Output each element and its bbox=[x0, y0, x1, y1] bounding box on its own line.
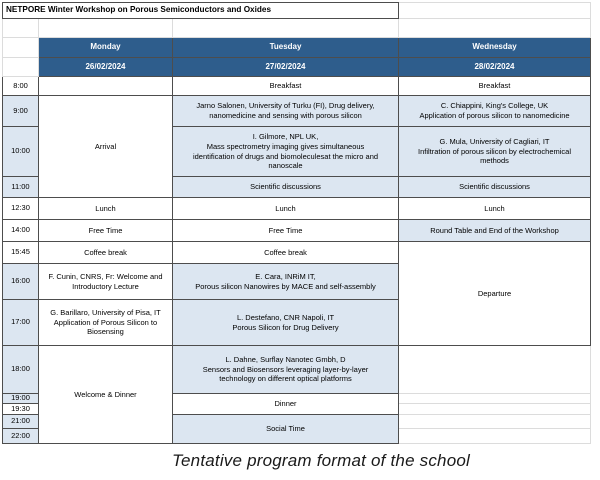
cell-wed-lunch: Lunch bbox=[398, 197, 591, 220]
empty-cell bbox=[2, 37, 39, 58]
cell-wed-discussions: Scientific discussions bbox=[398, 176, 591, 198]
time-label-1800: 18:00 bbox=[2, 345, 39, 394]
time-label-1400: 14:00 bbox=[2, 219, 39, 242]
empty-cell bbox=[398, 403, 591, 415]
cell-tue-talk-0900: Jarno Salonen, University of Turku (FI),… bbox=[172, 95, 399, 127]
time-label-1930: 19:30 bbox=[2, 403, 39, 415]
cell-mon-coffee-break: Coffee break bbox=[38, 241, 173, 264]
cell-wed-departure: Departure bbox=[398, 241, 591, 346]
time-label-1100: 11:00 bbox=[2, 176, 39, 198]
cell-tue-lunch: Lunch bbox=[172, 197, 399, 220]
empty-cell bbox=[398, 414, 591, 429]
time-label-2200: 22:00 bbox=[2, 428, 39, 444]
empty-cell bbox=[398, 18, 591, 38]
time-label-1000: 10:00 bbox=[2, 126, 39, 177]
cell-mon-welcome-dinner: Welcome & Dinner bbox=[38, 345, 173, 444]
cell-tue-talk-1700: L. Destefano, CNR Napoli, IT Porous Sili… bbox=[172, 299, 399, 346]
cell-tue-talk-1800: L. Dahne, Surflay Nanotec Gmbh, D Sensor… bbox=[172, 345, 399, 394]
empty-cell bbox=[398, 2, 591, 19]
cell-tue-breakfast: Breakfast bbox=[172, 76, 399, 96]
time-label-2100: 21:00 bbox=[2, 414, 39, 429]
cell-tue-discussions: Scientific discussions bbox=[172, 176, 399, 198]
workshop-schedule-table: NETPORE Winter Workshop on Porous Semico… bbox=[2, 2, 591, 444]
empty-cell bbox=[398, 393, 591, 404]
cell-wed-talk-0900: C. Chiappini, King's College, UK Applica… bbox=[398, 95, 591, 127]
day-header-wednesday: Wednesday bbox=[398, 37, 591, 58]
date-monday: 26/02/2024 bbox=[38, 57, 173, 77]
cell-tue-free-time: Free Time bbox=[172, 219, 399, 242]
cell-tue-coffee-break: Coffee break bbox=[172, 241, 399, 264]
cell-tue-talk-1600: E. Cara, INRiM IT, Porous silicon Nanowi… bbox=[172, 263, 399, 300]
time-label-1600: 16:00 bbox=[2, 263, 39, 300]
empty-cell bbox=[398, 345, 591, 394]
cell-tue-dinner: Dinner bbox=[172, 393, 399, 415]
day-header-monday: Monday bbox=[38, 37, 173, 58]
time-label-0900: 9:00 bbox=[2, 95, 39, 127]
cell-mon-free-time: Free Time bbox=[38, 219, 173, 242]
workshop-title: NETPORE Winter Workshop on Porous Semico… bbox=[2, 2, 399, 19]
time-label-0800: 8:00 bbox=[2, 76, 39, 96]
empty-cell bbox=[2, 57, 39, 77]
cell-wed-breakfast: Breakfast bbox=[398, 76, 591, 96]
cell-mon-lecture-1600: F. Cunin, CNRS, Fr: Welcome and Introduc… bbox=[38, 263, 173, 300]
empty-cell bbox=[2, 18, 39, 38]
cell-wed-talk-1000: G. Mula, University of Cagliari, IT Infi… bbox=[398, 126, 591, 177]
cell-mon-lecture-1700: G. Barillaro, University of Pisa, IT App… bbox=[38, 299, 173, 346]
time-label-1700: 17:00 bbox=[2, 299, 39, 346]
empty-cell bbox=[172, 18, 399, 38]
cell-tue-talk-1000: I. Gilmore, NPL UK, Mass spectrometry im… bbox=[172, 126, 399, 177]
cell-mon-lunch: Lunch bbox=[38, 197, 173, 220]
date-wednesday: 28/02/2024 bbox=[398, 57, 591, 77]
empty-cell bbox=[398, 428, 591, 444]
cell-tue-social-time: Social Time bbox=[172, 414, 399, 444]
day-header-tuesday: Tuesday bbox=[172, 37, 399, 58]
figure-caption: Tentative program format of the school bbox=[171, 451, 470, 470]
cell-mon-arrival: Arrival bbox=[38, 95, 173, 198]
time-label-1230: 12:30 bbox=[2, 197, 39, 220]
empty-cell bbox=[38, 18, 173, 38]
cell-wed-round-table: Round Table and End of the Workshop bbox=[398, 219, 591, 242]
date-tuesday: 27/02/2024 bbox=[172, 57, 399, 77]
cell-mon-0800-empty bbox=[38, 76, 173, 96]
time-label-1545: 15:45 bbox=[2, 241, 39, 264]
time-label-1900: 19:00 bbox=[2, 393, 39, 404]
